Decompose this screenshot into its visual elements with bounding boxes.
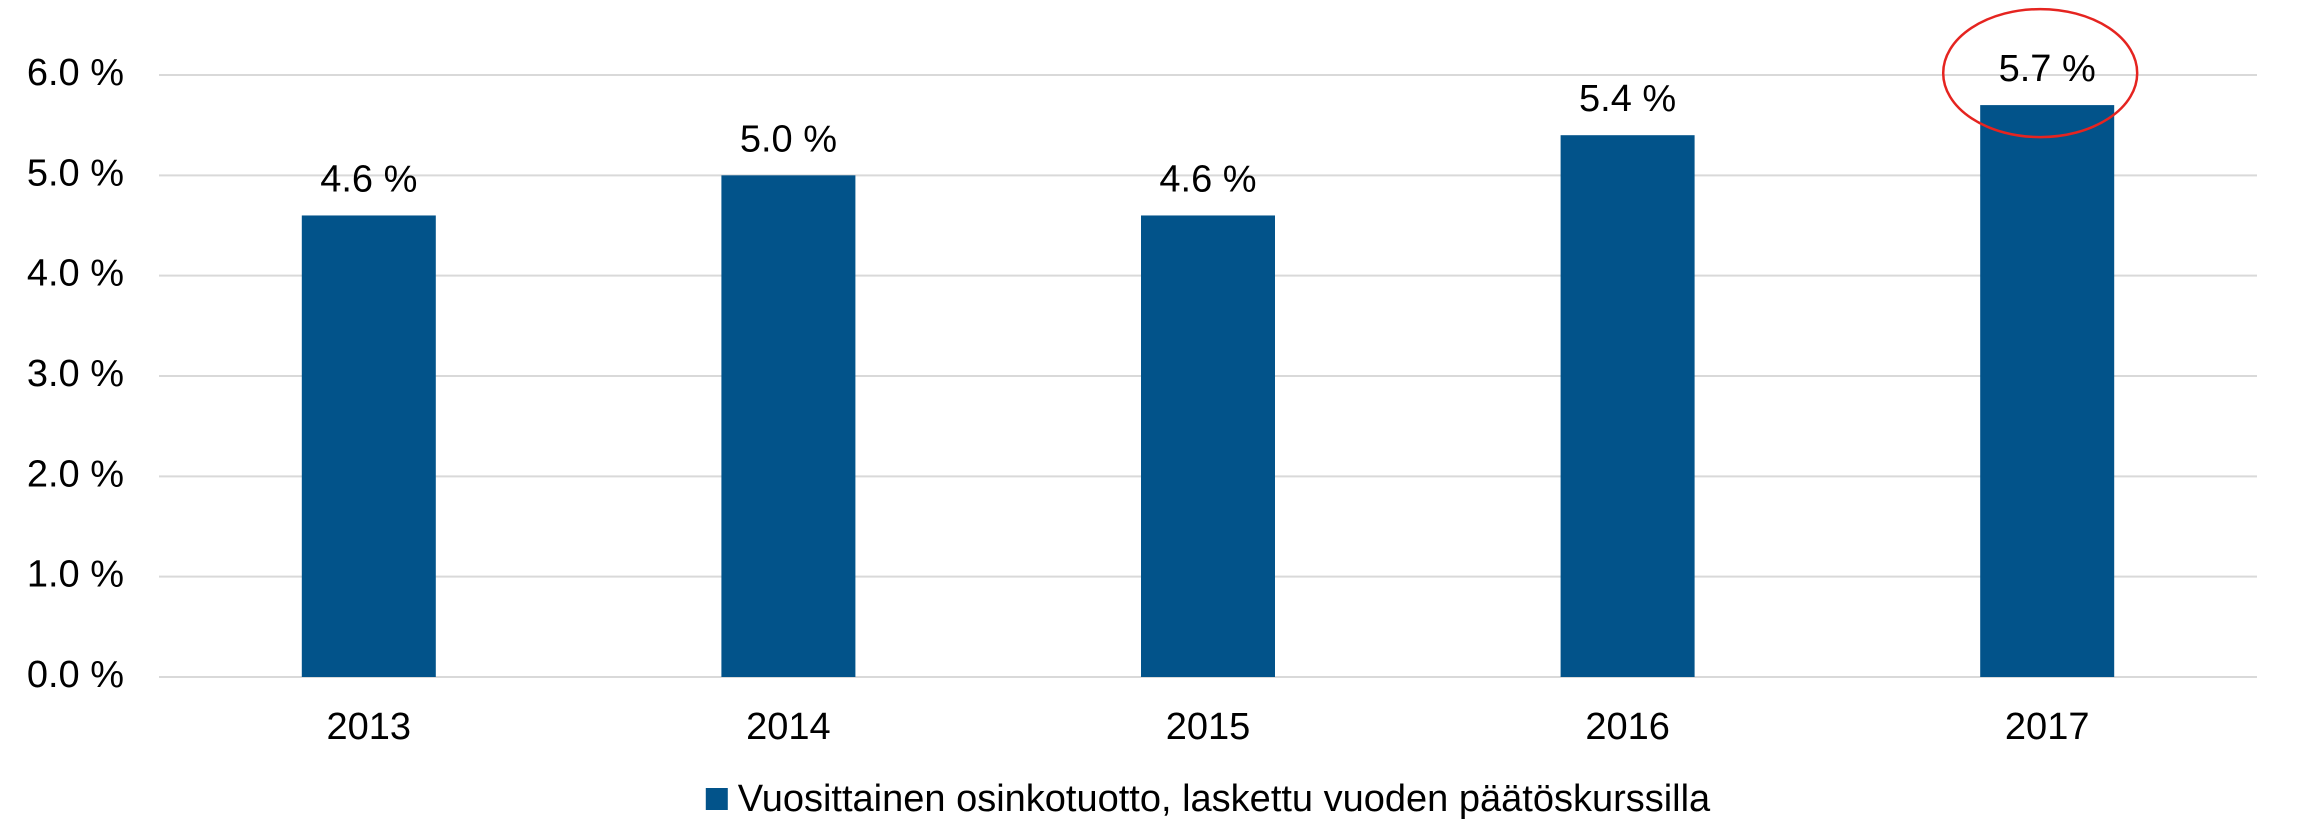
y-tick-label: 6.0 % <box>27 52 124 94</box>
data-label: 5.0 % <box>740 118 837 160</box>
data-label: 4.6 % <box>320 158 417 200</box>
bar <box>301 215 436 677</box>
x-tick-label: 2015 <box>1166 706 1251 748</box>
x-tick-label: 2016 <box>1585 706 1670 748</box>
y-tick-label: 4.0 % <box>27 253 124 295</box>
data-label: 4.6 % <box>1159 158 1256 200</box>
bar <box>1141 215 1275 677</box>
data-label: 5.4 % <box>1579 78 1676 120</box>
y-tick-label: 2.0 % <box>27 453 124 495</box>
bar <box>1980 105 2115 678</box>
y-tick-label: 5.0 % <box>27 152 124 194</box>
x-tick-label: 2013 <box>327 706 412 748</box>
bar <box>1560 135 1695 677</box>
y-tick-label: 0.0 % <box>27 654 124 696</box>
x-tick-label: 2017 <box>2005 706 2090 748</box>
highlight-circle <box>1941 7 2139 139</box>
data-label: 5.7 % <box>1999 48 2096 90</box>
legend-swatch <box>705 788 728 810</box>
x-tick-label: 2014 <box>746 706 831 748</box>
y-tick-label: 3.0 % <box>27 353 124 395</box>
legend-label: Vuosittainen osinkotuotto, laskettu vuod… <box>738 778 1711 820</box>
bar <box>721 175 856 678</box>
y-tick-label: 1.0 % <box>27 554 124 596</box>
